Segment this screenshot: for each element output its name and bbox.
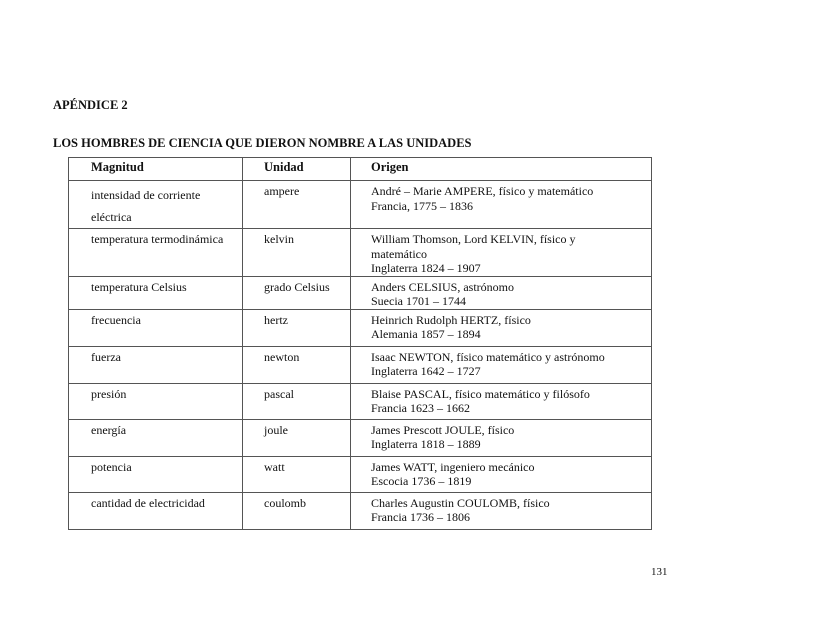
origen-text: Anders CELSIUS, astrónomo	[371, 279, 514, 294]
table-row: temperatura termodinámica kelvin William T…	[68, 228, 652, 277]
magnitud-text: intensidad de corriente	[91, 188, 201, 202]
magnitud-text: fuerza	[91, 349, 121, 364]
magnitud-text: cantidad de electricidad	[91, 495, 205, 510]
magnitud-text: temperatura termodinámica	[91, 232, 224, 246]
cell-origen: James Prescott JOULE, físico Inglaterra 1…	[350, 418, 652, 457]
magnitud-text: eléctrica	[91, 210, 132, 224]
cell-origen: Anders CELSIUS, astrónomo Suecia 1701 – 1…	[350, 275, 652, 310]
cell-unidad: newton	[242, 345, 351, 384]
cell-unidad: hertz	[242, 308, 351, 347]
section-title: LOS HOMBRES DE CIENCIA QUE DIERON NOMBRE…	[53, 136, 472, 150]
cell-unidad: joule	[242, 418, 351, 457]
cell-origen: Isaac NEWTON, físico matemático y astrón…	[350, 345, 652, 384]
cell-unidad: ampere	[242, 180, 351, 229]
magnitud-text: temperatura Celsius	[91, 279, 187, 294]
cell-origen: Blaise PASCAL, físico matemático y filós…	[350, 382, 652, 420]
origen-text: James Prescott JOULE, físico	[371, 422, 515, 437]
cell-origen: James WATT, ingeniero mecánico Escocia 17…	[350, 455, 652, 493]
origen-text: Inglaterra 1824 – 1907	[371, 261, 481, 275]
origen-text: Francia 1736 – 1806	[371, 510, 470, 524]
cell-unidad: watt	[242, 455, 351, 493]
cell-unidad: grado Celsius	[242, 275, 351, 310]
cell-origen: Heinrich Rudolph HERTZ, físico Alemania 1…	[350, 308, 652, 347]
origen-text: Alemania 1857 – 1894	[371, 327, 481, 341]
table-row: temperatura Celsius grado Celsius Anders C…	[68, 275, 652, 310]
cell-magnitud: potencia	[68, 455, 243, 493]
table-row: intensidad de corriente eléctrica ampere An…	[68, 180, 652, 229]
table-row: frecuencia hertz Heinrich Rudolph HERTZ, f…	[68, 308, 652, 347]
origen-text: Francia, 1775 – 1836	[371, 198, 473, 213]
cell-magnitud: presión	[68, 382, 243, 420]
cell-origen: André – Marie AMPERE, físico y matemátic…	[350, 180, 652, 229]
cell-origen: William Thomson, Lord KELVIN, físico y ma…	[350, 228, 652, 277]
cell-unidad: kelvin	[242, 228, 351, 277]
table-row: energía joule James Prescott JOULE, físico…	[68, 418, 652, 457]
origen-text: Escocia 1736 – 1819	[371, 474, 472, 488]
origen-text: Suecia 1701 – 1744	[371, 294, 466, 308]
magnitud-text: frecuencia	[91, 312, 141, 327]
origen-text: Inglaterra 1642 – 1727	[371, 364, 481, 378]
cell-magnitud: temperatura Celsius	[68, 275, 243, 310]
table-row: presión pascal Blaise PASCAL, físico matem…	[68, 382, 652, 420]
origen-text: matemático	[371, 246, 427, 261]
origen-text: James WATT, ingeniero mecánico	[371, 459, 535, 474]
origen-text: Blaise PASCAL, físico matemático y filós…	[371, 386, 590, 401]
header-origen: Origen	[350, 157, 652, 181]
cell-magnitud: intensidad de corriente eléctrica	[68, 180, 243, 229]
table-row: fuerza newton Isaac NEWTON, físico matemát…	[68, 345, 652, 384]
magnitud-text: energía	[91, 422, 127, 437]
table-header-row: Magnitud Unidad Origen	[68, 157, 652, 181]
cell-unidad: pascal	[242, 382, 351, 420]
cell-unidad: coulomb	[242, 491, 351, 530]
cell-origen: Charles Augustin COULOMB, físico Francia …	[350, 491, 652, 530]
magnitud-text: potencia	[91, 459, 132, 474]
magnitud-text: presión	[91, 386, 127, 401]
origen-text: Isaac NEWTON, físico matemático y astrón…	[371, 349, 605, 364]
origen-text: Heinrich Rudolph HERTZ, físico	[371, 312, 531, 327]
origen-text: William Thomson, Lord KELVIN, físico y	[371, 232, 576, 246]
cell-magnitud: energía	[68, 418, 243, 457]
origen-text: Charles Augustin COULOMB, físico	[371, 495, 550, 510]
cell-magnitud: temperatura termodinámica	[68, 228, 243, 277]
origen-text: Francia 1623 – 1662	[371, 401, 470, 415]
header-unidad: Unidad	[242, 157, 351, 181]
table-row: cantidad de electricidad coulomb Charles A…	[68, 491, 652, 530]
cell-magnitud: frecuencia	[68, 308, 243, 347]
table-row: potencia watt James WATT, ingeniero mecáni…	[68, 455, 652, 493]
cell-magnitud: fuerza	[68, 345, 243, 384]
cell-magnitud: cantidad de electricidad	[68, 491, 243, 530]
appendix-title: APÉNDICE 2	[53, 98, 128, 112]
header-magnitud: Magnitud	[68, 157, 243, 181]
origen-text: André – Marie AMPERE, físico y matemátic…	[371, 184, 594, 198]
origen-text: Inglaterra 1818 – 1889	[371, 437, 481, 451]
page-number: 131	[651, 566, 668, 578]
units-table: Magnitud Unidad Origen intensidad de cor…	[68, 157, 652, 530]
